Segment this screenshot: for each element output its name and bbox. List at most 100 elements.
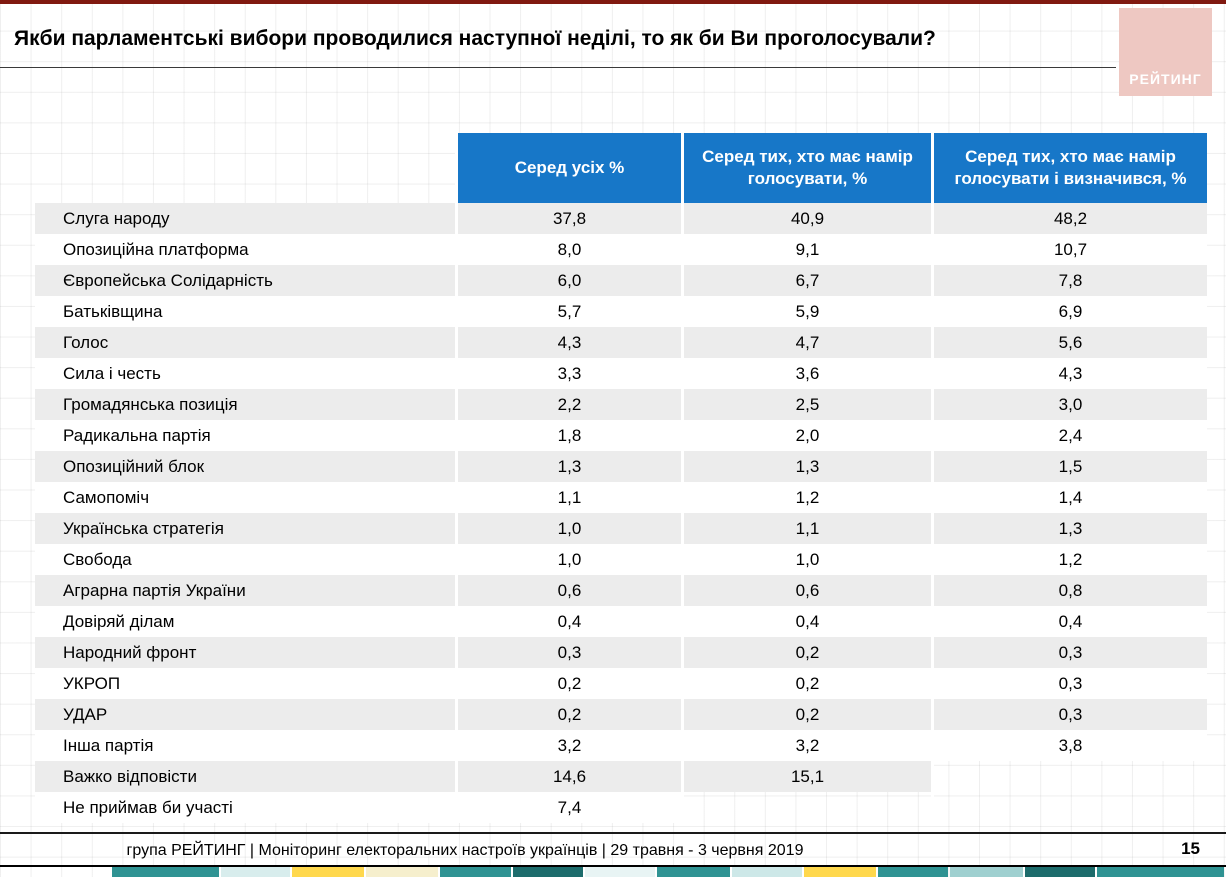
- value-cell: 4,3: [931, 358, 1207, 389]
- sheet-tab[interactable]: [112, 867, 220, 877]
- rating-logo-text: РЕЙТИНГ: [1129, 71, 1202, 87]
- value-cell: 0,2: [455, 668, 681, 699]
- table-row: Народний фронт 0,3 0,2 0,3: [35, 637, 1207, 668]
- value-cell: 1,0: [455, 513, 681, 544]
- party-label: Батьківщина: [35, 296, 455, 327]
- value-cell: 2,2: [455, 389, 681, 420]
- sheet-tab[interactable]: [366, 867, 439, 877]
- title-divider: [0, 67, 1116, 68]
- party-label: УКРОП: [35, 668, 455, 699]
- footer-caption: група РЕЙТИНГ | Моніторинг електоральних…: [126, 842, 804, 859]
- value-cell: 0,6: [681, 575, 931, 606]
- party-label: УДАР: [35, 699, 455, 730]
- party-label: Аграрна партія України: [35, 575, 455, 606]
- value-cell: 9,1: [681, 234, 931, 265]
- value-cell: [931, 761, 1207, 792]
- value-cell: 1,8: [455, 420, 681, 451]
- value-cell: 1,1: [681, 513, 931, 544]
- value-cell: 48,2: [931, 203, 1207, 234]
- value-cell: 2,4: [931, 420, 1207, 451]
- party-label: Радикальна партія: [35, 420, 455, 451]
- value-cell: 3,0: [931, 389, 1207, 420]
- table-row: Аграрна партія України 0,6 0,6 0,8: [35, 575, 1207, 606]
- table-row: Самопоміч 1,1 1,2 1,4: [35, 482, 1207, 513]
- value-cell: 0,2: [681, 637, 931, 668]
- value-cell: 2,5: [681, 389, 931, 420]
- value-cell: 14,6: [455, 761, 681, 792]
- value-cell: 6,9: [931, 296, 1207, 327]
- value-cell: 1,5: [931, 451, 1207, 482]
- party-label: Важко відповісти: [35, 761, 455, 792]
- party-label: Не приймав би участі: [35, 792, 455, 823]
- value-cell: 0,8: [931, 575, 1207, 606]
- table-row: Не приймав би участі 7,4: [35, 792, 1207, 823]
- value-cell: 0,3: [931, 637, 1207, 668]
- value-cell: 7,8: [931, 265, 1207, 296]
- value-cell: 5,9: [681, 296, 931, 327]
- value-cell: 6,0: [455, 265, 681, 296]
- value-cell: 3,8: [931, 730, 1207, 761]
- value-cell: 4,3: [455, 327, 681, 358]
- value-cell: [931, 792, 1207, 823]
- value-cell: 2,0: [681, 420, 931, 451]
- party-label: Сила і честь: [35, 358, 455, 389]
- table-row: Радикальна партія 1,8 2,0 2,4: [35, 420, 1207, 451]
- sheet-tab[interactable]: [221, 867, 290, 877]
- sheet-tab[interactable]: [878, 867, 949, 877]
- value-cell: 1,2: [681, 482, 931, 513]
- table-row: Інша партія 3,2 3,2 3,8: [35, 730, 1207, 761]
- sheet-tab[interactable]: [950, 867, 1023, 877]
- poll-table: Серед усіх % Серед тих, хто має намір го…: [35, 133, 1207, 823]
- value-cell: 37,8: [455, 203, 681, 234]
- value-cell: 0,2: [681, 668, 931, 699]
- table-row: Громадянська позиція 2,2 2,5 3,0: [35, 389, 1207, 420]
- sheet-tab[interactable]: [1024, 867, 1095, 877]
- table-row: Сила і честь 3,3 3,6 4,3: [35, 358, 1207, 389]
- page-title: Якби парламентські вибори проводилися на…: [14, 27, 936, 50]
- sheet-tab[interactable]: [1096, 867, 1224, 877]
- value-cell: 0,4: [931, 606, 1207, 637]
- rating-logo: РЕЙТИНГ: [1119, 8, 1212, 96]
- sheet-tab[interactable]: [291, 867, 365, 877]
- value-cell: 0,2: [455, 699, 681, 730]
- party-label: Голос: [35, 327, 455, 358]
- value-cell: 5,7: [455, 296, 681, 327]
- value-cell: 1,3: [681, 451, 931, 482]
- top-accent-line: [0, 0, 1226, 4]
- sheet-tab[interactable]: [803, 867, 877, 877]
- sheet-tab[interactable]: [584, 867, 656, 877]
- value-cell: 7,4: [455, 792, 681, 823]
- value-cell: 0,4: [455, 606, 681, 637]
- header-spacer: [35, 133, 455, 203]
- party-label: Самопоміч: [35, 482, 455, 513]
- bottom-divider: [0, 865, 1226, 867]
- table-header: Серед усіх % Серед тих, хто має намір го…: [35, 133, 1207, 203]
- table-row: Опозиційний блок 1,3 1,3 1,5: [35, 451, 1207, 482]
- column-header-among-all: Серед усіх %: [455, 133, 681, 203]
- value-cell: 0,3: [931, 699, 1207, 730]
- value-cell: 4,7: [681, 327, 931, 358]
- value-cell: 1,2: [931, 544, 1207, 575]
- table-row: Опозиційна платформа 8,0 9,1 10,7: [35, 234, 1207, 265]
- sheet-tab[interactable]: [440, 867, 511, 877]
- party-label: Слуга народу: [35, 203, 455, 234]
- value-cell: 0,3: [455, 637, 681, 668]
- value-cell: 8,0: [455, 234, 681, 265]
- value-cell: 1,0: [455, 544, 681, 575]
- sheet-tab[interactable]: [657, 867, 730, 877]
- value-cell: 0,4: [681, 606, 931, 637]
- sheet-tab[interactable]: [731, 867, 802, 877]
- value-cell: 6,7: [681, 265, 931, 296]
- table-row: Свобода 1,0 1,0 1,2: [35, 544, 1207, 575]
- party-label: Довіряй ділам: [35, 606, 455, 637]
- table-row: Голос 4,3 4,7 5,6: [35, 327, 1207, 358]
- table-row: Батьківщина 5,7 5,9 6,9: [35, 296, 1207, 327]
- value-cell: 3,6: [681, 358, 931, 389]
- value-cell: 1,4: [931, 482, 1207, 513]
- sheet-tab[interactable]: [512, 867, 583, 877]
- value-cell: 1,3: [455, 451, 681, 482]
- table-row: Українська стратегія 1,0 1,1 1,3: [35, 513, 1207, 544]
- column-header-intend-to-vote: Серед тих, хто має намір голосувати, %: [681, 133, 931, 203]
- value-cell: 10,7: [931, 234, 1207, 265]
- footer-divider: [0, 832, 1226, 834]
